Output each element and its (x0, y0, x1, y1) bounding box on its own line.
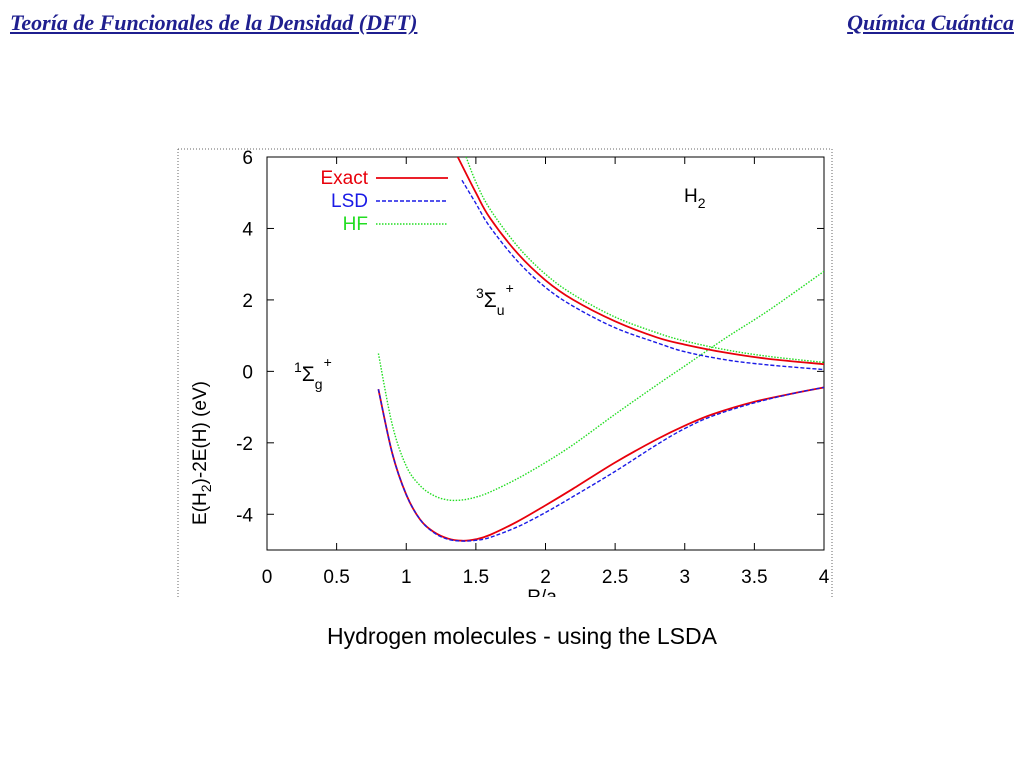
y-tick-label: 4 (242, 219, 253, 240)
y-tick-label: 2 (242, 291, 253, 312)
x-tick-label: 4 (819, 567, 830, 588)
slide-title: Teoría de Funcionales de la Densidad (DF… (10, 10, 418, 35)
annotation-singlet-state: 1Σg+ (294, 354, 332, 392)
series-line-lsd-singlet (377, 386, 824, 542)
legend-label-lsd: LSD (331, 191, 368, 212)
course-title: Química Cuántica (847, 10, 1014, 35)
annotation-h2: H2 (684, 186, 706, 211)
series-line-hf-triplet (465, 157, 824, 364)
y-tick-label: -2 (236, 434, 253, 455)
x-tick-label: 0 (262, 567, 273, 588)
series-line-exact-singlet (377, 386, 824, 542)
legend-label-hf: HF (343, 214, 368, 235)
series-line-exact-triplet (456, 157, 824, 366)
y-tick-label: 0 (242, 362, 253, 383)
x-tick-label: 2 (540, 567, 551, 588)
x-tick-label: 3.5 (741, 567, 767, 588)
x-tick-label: 3 (679, 567, 690, 588)
legend-label-exact: Exact (320, 168, 368, 189)
y-tick-label: 6 (242, 148, 253, 169)
x-tick-label: 2.5 (602, 567, 628, 588)
x-tick-label: 1.5 (463, 567, 489, 588)
annotation-triplet-state: 3Σu+ (476, 280, 514, 318)
x-tick-label: 0.5 (323, 567, 349, 588)
y-axis-label: E(H2)-2E(H) (eV) (190, 381, 214, 525)
series-line-hf-singlet (377, 270, 824, 502)
figure-caption: Hydrogen molecules - using the LSDA (327, 623, 717, 649)
x-axis-label: R/a (527, 587, 557, 597)
x-tick-label: 1 (401, 567, 412, 588)
series-line-lsd-triplet (461, 179, 824, 371)
y-tick-label: -4 (236, 505, 253, 526)
